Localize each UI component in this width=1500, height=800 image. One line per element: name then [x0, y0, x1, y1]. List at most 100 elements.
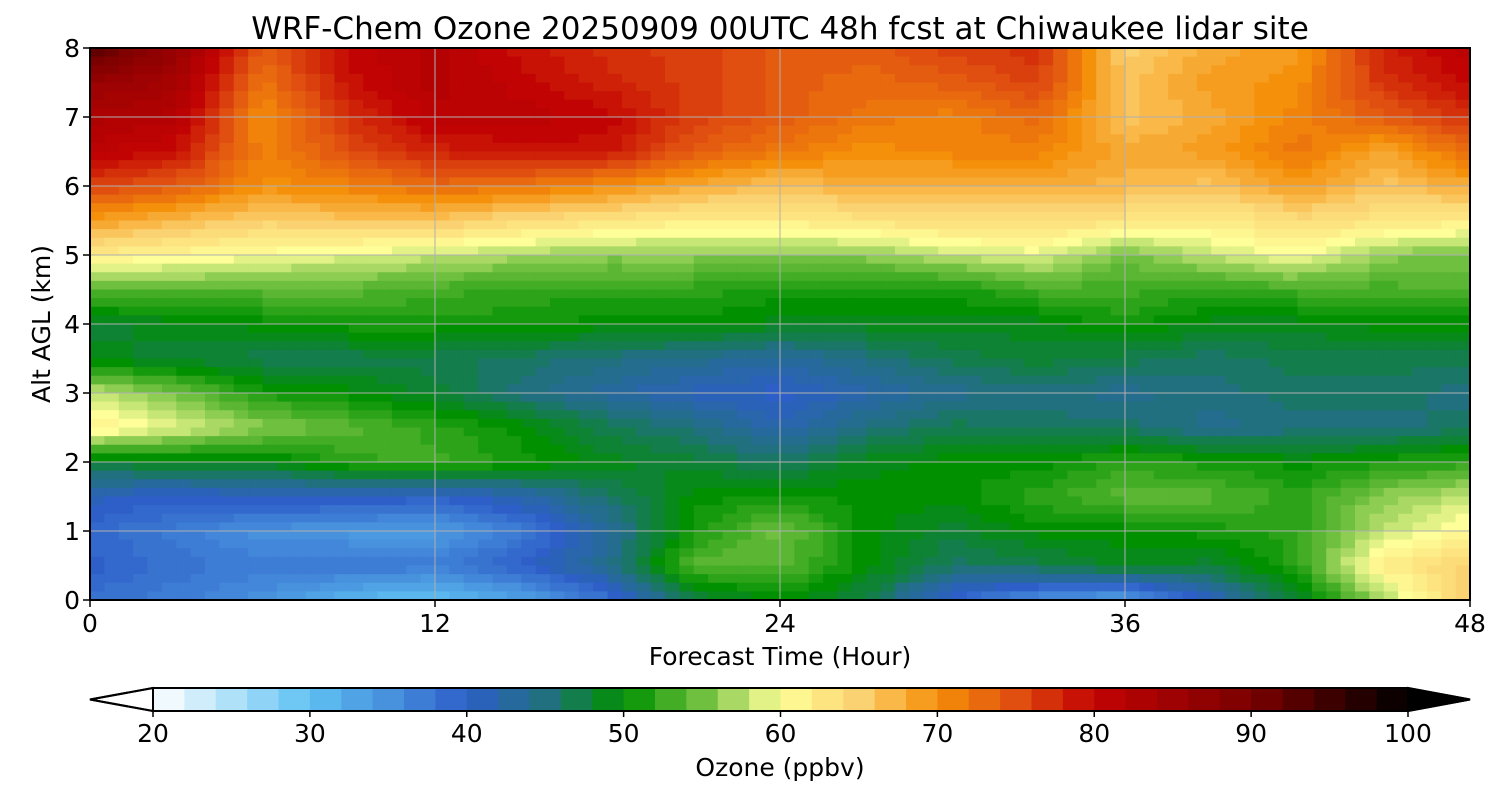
heatmap-cell	[1010, 401, 1025, 411]
heatmap-cell	[1326, 384, 1342, 394]
heatmap-cell	[851, 229, 867, 239]
heatmap-cell	[291, 255, 307, 265]
heatmap-cell	[1398, 220, 1414, 230]
heatmap-cell	[1426, 56, 1442, 66]
heatmap-cell	[1426, 272, 1442, 282]
heatmap-cell	[1311, 436, 1327, 446]
heatmap-cell	[808, 82, 824, 92]
heatmap-cell	[521, 186, 537, 196]
heatmap-cell	[1441, 418, 1457, 429]
heatmap-cell	[736, 401, 752, 411]
heatmap-cell	[133, 220, 149, 230]
heatmap-cell	[1225, 186, 1241, 196]
heatmap-cell	[420, 56, 436, 66]
heatmap-cell	[780, 324, 795, 334]
heatmap-cell	[320, 384, 335, 394]
heatmap-cell	[1326, 367, 1342, 377]
heatmap-cell	[981, 401, 997, 411]
heatmap-cell	[880, 237, 896, 247]
heatmap-cell	[147, 358, 163, 368]
heatmap-cell	[837, 99, 853, 109]
heatmap-cell	[535, 349, 551, 360]
heatmap-cell	[1297, 487, 1313, 498]
heatmap-cell	[621, 237, 637, 247]
heatmap-cell	[420, 203, 436, 213]
heatmap-cell	[1455, 444, 1470, 454]
heatmap-cell	[1268, 375, 1284, 385]
heatmap-cell	[492, 367, 508, 377]
heatmap-cell	[1398, 56, 1414, 66]
heatmap-cell	[1053, 220, 1069, 230]
heatmap-cell	[1355, 91, 1370, 101]
heatmap-cell	[837, 427, 853, 437]
heatmap-cell	[1182, 358, 1198, 368]
heatmap-cell	[1168, 237, 1184, 247]
heatmap-cell	[506, 142, 522, 153]
heatmap-cell	[420, 375, 436, 385]
heatmap-cell	[995, 186, 1011, 196]
heatmap-cell	[981, 358, 997, 368]
heatmap-cell	[808, 272, 824, 282]
heatmap-cell	[1139, 211, 1155, 222]
heatmap-cell	[1067, 134, 1083, 144]
heatmap-cell	[219, 298, 235, 308]
heatmap-cell	[190, 436, 206, 446]
heatmap-cell	[966, 73, 982, 84]
heatmap-cell	[808, 255, 824, 265]
heatmap-cell	[190, 306, 206, 316]
heatmap-cell	[1455, 315, 1470, 325]
heatmap-cell	[722, 462, 738, 472]
heatmap-cell	[607, 324, 623, 334]
heatmap-cell	[578, 237, 594, 247]
heatmap-cell	[1311, 341, 1327, 351]
heatmap-cell	[650, 108, 666, 118]
heatmap-cell	[808, 142, 824, 153]
heatmap-cell	[981, 194, 997, 204]
heatmap-cell	[1168, 177, 1184, 187]
heatmap-cell	[823, 418, 839, 429]
heatmap-cell	[1010, 160, 1025, 170]
heatmap-cell	[363, 289, 379, 299]
heatmap-cell	[406, 237, 422, 247]
heatmap-cell	[1455, 82, 1470, 92]
heatmap-cell	[995, 315, 1011, 325]
heatmap-cell	[1311, 384, 1327, 394]
heatmap-cell	[981, 375, 997, 385]
heatmap-cell	[1168, 289, 1184, 299]
heatmap-cell	[463, 168, 479, 178]
heatmap-cell	[708, 237, 724, 247]
heatmap-cell	[233, 125, 249, 135]
heatmap-cell	[722, 117, 738, 127]
heatmap-cell	[133, 298, 149, 308]
heatmap-cell	[650, 65, 666, 75]
heatmap-cell	[564, 289, 580, 299]
heatmap-cell	[535, 186, 551, 196]
heatmap-cell	[1426, 375, 1442, 385]
heatmap-cell	[1067, 401, 1083, 411]
heatmap-cell	[794, 99, 810, 109]
heatmap-cell	[1125, 168, 1140, 178]
heatmap-cell	[276, 384, 292, 394]
heatmap-cell	[1441, 134, 1457, 144]
heatmap-cell	[751, 306, 767, 316]
heatmap-cell	[205, 48, 220, 58]
heatmap-cell	[636, 306, 652, 316]
heatmap-cell	[909, 444, 925, 454]
heatmap-cell	[1240, 186, 1255, 196]
heatmap-cell	[1182, 82, 1198, 92]
heatmap-cell	[693, 306, 709, 316]
heatmap-cell	[406, 444, 422, 454]
heatmap-cell	[449, 349, 465, 360]
heatmap-cell	[938, 289, 954, 299]
heatmap-cell	[708, 470, 724, 480]
heatmap-cell	[1110, 91, 1126, 101]
heatmap-cell	[1081, 306, 1097, 316]
heatmap-cell	[420, 99, 436, 109]
heatmap-cell	[1081, 151, 1097, 161]
heatmap-cell	[492, 272, 508, 282]
heatmap-cell	[435, 108, 450, 118]
heatmap-cell	[1211, 186, 1227, 196]
heatmap-cell	[909, 401, 925, 411]
heatmap-cell	[593, 194, 609, 204]
heatmap-cell	[808, 375, 824, 385]
